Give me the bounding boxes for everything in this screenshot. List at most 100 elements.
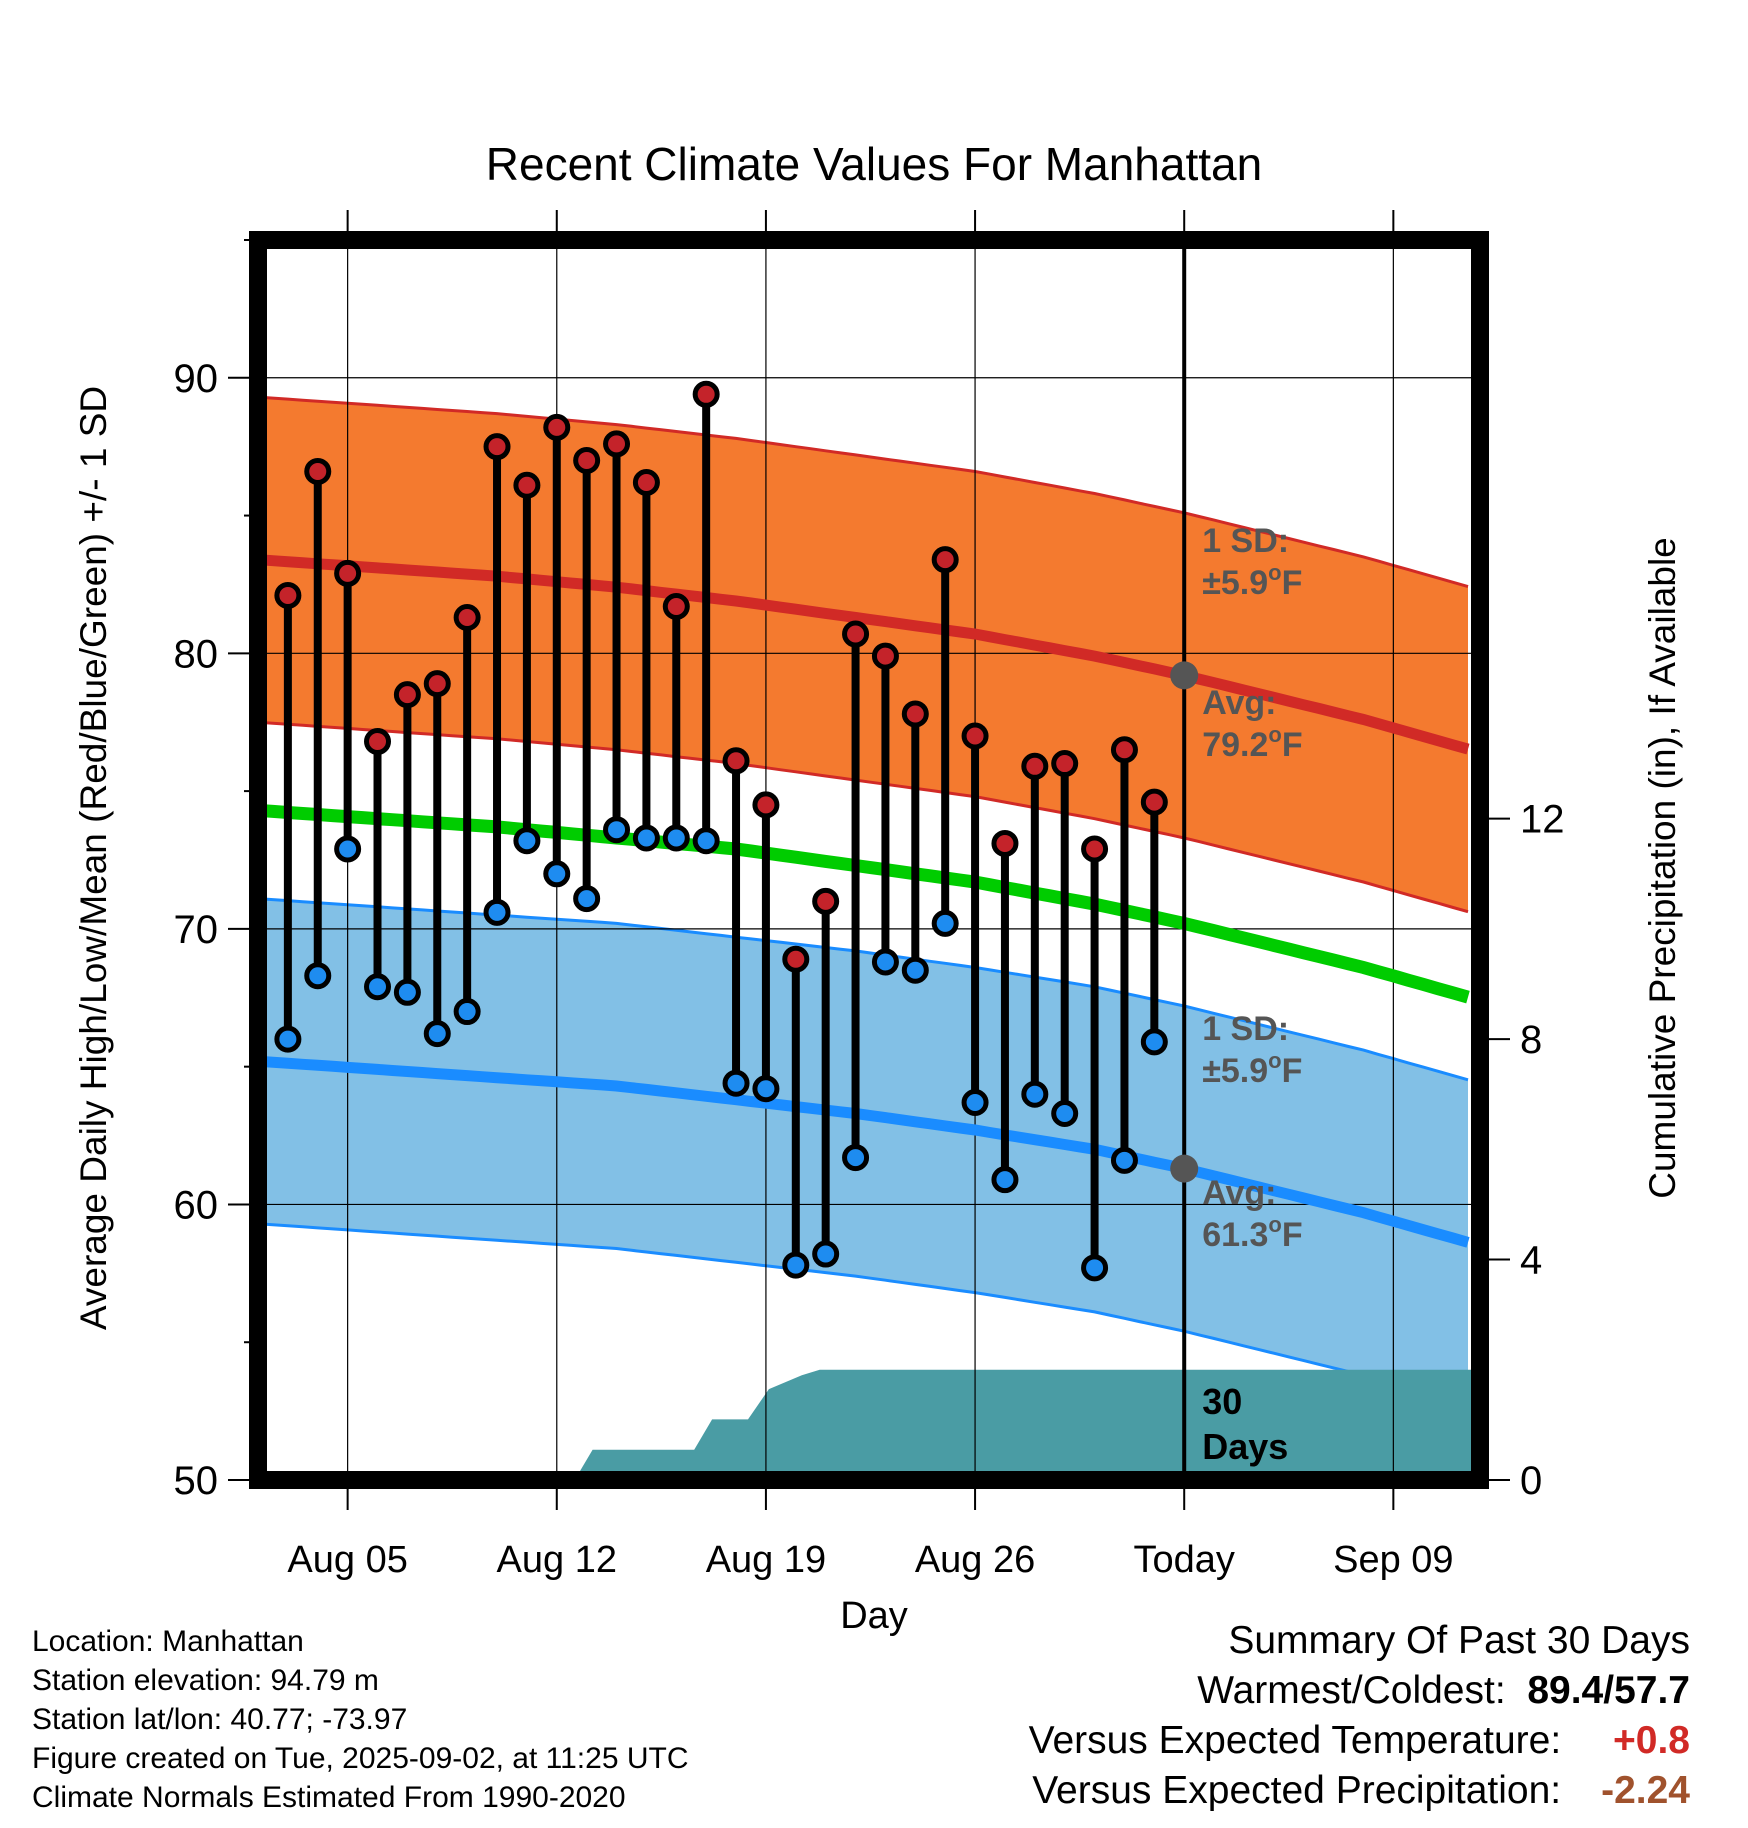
y2-tick-label: 4 — [1520, 1239, 1542, 1283]
coldest-value: 57.7 — [1614, 1669, 1690, 1712]
daily-high-point — [842, 620, 870, 648]
daily-high-point — [573, 446, 601, 474]
daily-low-point — [1051, 1100, 1079, 1128]
daily-high-point — [364, 728, 392, 756]
y-axis-label: Average Daily High/Low/Mean (Red/Blue/Gr… — [73, 386, 114, 1330]
daily-high-point — [871, 642, 899, 670]
daily-low-point — [423, 1020, 451, 1048]
daily-high-point — [662, 592, 690, 620]
high-avg-value: 79.2oF — [1202, 722, 1302, 764]
daily-low-point — [692, 827, 720, 855]
normal-low-line — [258, 1055, 1470, 1248]
daily-low-point — [632, 824, 660, 852]
daily-low-point — [752, 1075, 780, 1103]
warmest-coldest-row: Warmest/Coldest: 89.4/57.7 — [790, 1666, 1690, 1716]
daily-high-point — [274, 581, 302, 609]
daily-high-point — [1110, 736, 1138, 764]
temperature-row: Versus Expected Temperature: +0.8 — [790, 1716, 1690, 1766]
low-sd-label: 1 SD: — [1202, 1010, 1289, 1048]
daily-low-point — [483, 898, 511, 926]
low-sd-value: ±5.9oF — [1202, 1048, 1302, 1090]
daily-low-point — [782, 1251, 810, 1279]
daily-high-point — [453, 604, 481, 632]
daily-low-point — [842, 1144, 870, 1172]
chart-title: Recent Climate Values For Manhattan — [486, 138, 1262, 190]
high-sd-label: 1 SD: — [1202, 522, 1289, 560]
daily-low-point — [393, 978, 421, 1006]
daily-high-point — [931, 546, 959, 574]
days-label-count: 30 — [1202, 1381, 1242, 1422]
daily-low-point — [722, 1069, 750, 1097]
low-avg-label: Avg: — [1202, 1174, 1276, 1212]
summary-panel: Summary Of Past 30 Days Warmest/Coldest:… — [790, 1616, 1690, 1816]
daily-high-point — [782, 945, 810, 973]
x-axis-label: Day — [840, 1595, 908, 1637]
latlon-text: Station lat/lon: 40.77; -73.97 — [32, 1703, 408, 1736]
today-high-normal-point — [1170, 661, 1199, 690]
y2-tick-label: 0 — [1520, 1459, 1542, 1503]
daily-high-point — [393, 681, 421, 709]
value-slash: / — [1603, 1669, 1615, 1712]
days-label-text: Days — [1202, 1426, 1288, 1467]
daily-high-point — [483, 433, 511, 461]
precipitation-area — [258, 1369, 1480, 1480]
warmest-coldest-label: Warmest/Coldest: — [1197, 1669, 1506, 1712]
daily-low-point — [1140, 1028, 1168, 1056]
daily-high-point — [692, 380, 720, 408]
y-tick-label: 50 — [174, 1459, 219, 1503]
daily-high-point — [812, 887, 840, 915]
low-band-lower-edge — [258, 1222, 1469, 1407]
location-text: Location: Manhattan — [32, 1625, 304, 1658]
normals-text: Climate Normals Estimated From 1990-2020 — [32, 1781, 626, 1814]
y-tick-label: 60 — [174, 1183, 219, 1227]
x-tick-label: Aug 26 — [915, 1539, 1035, 1581]
daily-high-point — [722, 747, 750, 775]
y-tick-label: 80 — [174, 632, 219, 676]
low-avg-value: 61.3oF — [1202, 1212, 1302, 1254]
elevation-text: Station elevation: 94.79 m — [32, 1664, 379, 1697]
daily-low-point — [334, 835, 362, 863]
x-tick-label: Aug 12 — [497, 1539, 617, 1581]
y-tick-label: 70 — [174, 908, 219, 952]
daily-low-point — [961, 1088, 989, 1116]
temperature-anomaly: +0.8 — [1613, 1719, 1690, 1762]
daily-low-point — [573, 885, 601, 913]
y-tick-label: 90 — [174, 357, 219, 401]
y2-tick-label: 8 — [1520, 1018, 1542, 1062]
daily-high-point — [1021, 752, 1049, 780]
y2-axis-label: Cumulative Precipitation (in), If Availa… — [1642, 537, 1683, 1199]
daily-high-point — [1140, 788, 1168, 816]
daily-low-point — [513, 827, 541, 855]
summary-heading: Summary Of Past 30 Days — [1228, 1619, 1690, 1662]
axes: 90 80 70 60 50 12 8 4 0 Aug 05 Aug 12 Aug 19 Aug 26 T… — [174, 210, 1565, 1581]
precipitation-row: Versus Expected Precipitation: -2.24 — [790, 1766, 1690, 1816]
low-band-upper-edge — [258, 897, 1469, 1082]
x-tick-label: Aug 19 — [706, 1539, 826, 1581]
daily-low-point — [991, 1166, 1019, 1194]
daily-high-point — [334, 559, 362, 587]
station-info: Location: Manhattan Station elevation: 9… — [32, 1622, 689, 1817]
plot-frame — [249, 231, 1489, 1489]
daily-low-point — [1021, 1080, 1049, 1108]
daily-high-point — [1081, 835, 1109, 863]
daily-high-point — [961, 722, 989, 750]
normal-high-line — [258, 554, 1470, 755]
precipitation-anomaly: -2.24 — [1601, 1769, 1690, 1812]
daily-high-point — [991, 829, 1019, 857]
daily-high-point — [423, 670, 451, 698]
y2-tick-label: 12 — [1520, 798, 1565, 842]
x-tick-label: Today — [1134, 1539, 1235, 1581]
daily-high-point — [603, 430, 631, 458]
daily-high-point — [632, 468, 660, 496]
daily-low-point — [1110, 1146, 1138, 1174]
daily-low-point — [304, 962, 332, 990]
temperature-label: Versus Expected Temperature: — [1028, 1719, 1562, 1762]
daily-low-point — [871, 948, 899, 976]
precipitation-label: Versus Expected Precipitation: — [1032, 1769, 1562, 1812]
daily-low-point — [812, 1240, 840, 1268]
daily-low-point — [931, 909, 959, 937]
high-band-upper-edge — [258, 395, 1469, 589]
today-low-normal-point — [1170, 1154, 1199, 1183]
x-tick-label: Sep 09 — [1333, 1539, 1453, 1581]
